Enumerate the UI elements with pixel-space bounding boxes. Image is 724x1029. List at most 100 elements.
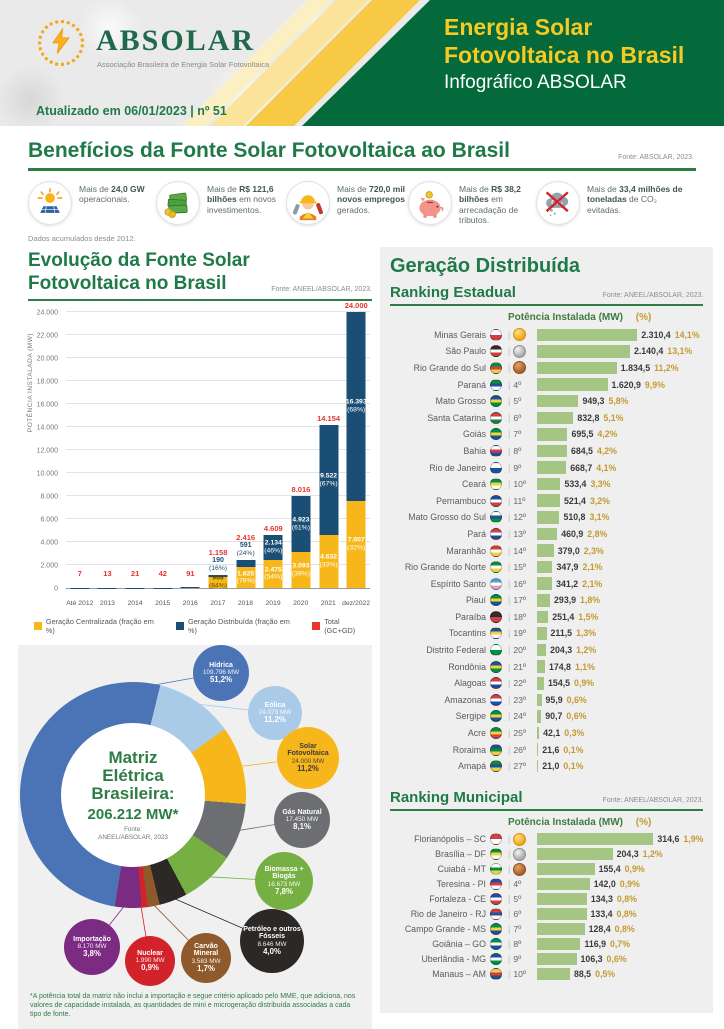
- rank-separator: |: [508, 413, 510, 423]
- rank-value: 42,1: [543, 728, 560, 738]
- rank-number: 9º: [513, 463, 537, 473]
- divider: [28, 168, 696, 171]
- logo-wordmark: ABSOLAR: [96, 24, 255, 58]
- rank-name: Campo Grande - MS: [390, 924, 486, 934]
- rank-value: 21,0: [542, 761, 559, 771]
- rank-bar: [537, 710, 541, 723]
- rank-number: 5º: [513, 894, 537, 904]
- gd-segment: 16.393(68%): [347, 312, 366, 501]
- estadual-column-header: Potência Instalada (MW) (%): [390, 312, 703, 323]
- y-tick-label: 16.000: [37, 402, 58, 409]
- medal-bronze-icon: [513, 361, 526, 374]
- x-tick-label: 2016: [176, 600, 204, 607]
- bubble-pct: 4,0%: [263, 948, 281, 957]
- gc-segment: 1.825(76%): [236, 567, 255, 588]
- col-pct: (%): [636, 312, 652, 323]
- rank-name: Manaus – AM: [390, 969, 486, 979]
- rank-bar: [537, 329, 637, 342]
- flag-icon: [490, 528, 502, 540]
- flag-icon: [490, 561, 502, 573]
- y-tick-label: 0: [54, 586, 58, 593]
- x-tick-label: 2013: [94, 600, 122, 607]
- bubble-pct: 8,1%: [293, 823, 311, 832]
- flag-icon: [490, 627, 502, 639]
- rank-separator: |: [508, 479, 510, 489]
- bubble-pct: 11,2%: [264, 716, 286, 725]
- rank-bar: [537, 644, 546, 657]
- rank-pct: 3,3%: [590, 479, 610, 489]
- flag-icon: [490, 345, 502, 357]
- rank-value: 116,9: [584, 939, 606, 949]
- rank-number: 12º: [513, 512, 537, 522]
- rank-number: [513, 863, 537, 876]
- bar-segment-label: 968(84%): [201, 575, 235, 590]
- rank-pct: 1,9%: [683, 834, 703, 844]
- bar-segment-label: 4.632(33%): [312, 554, 346, 569]
- rank-separator: |: [508, 645, 510, 655]
- flag-icon: [490, 395, 502, 407]
- rank-number: [513, 848, 537, 861]
- rank-name: Bahia: [390, 446, 486, 456]
- rank-value: 832,8: [577, 413, 599, 423]
- rank-bar: [537, 694, 541, 707]
- rank-value: 174,8: [549, 662, 571, 672]
- y-tick-label: 24.000: [37, 310, 58, 317]
- rank-separator: |: [508, 346, 510, 356]
- rank-name: Roraima: [390, 745, 486, 755]
- flag-icon: [490, 362, 502, 374]
- worker-icon: [286, 181, 330, 225]
- rank-pct: 0,8%: [617, 909, 637, 919]
- main-content: Evolução da Fonte Solar Fotovoltaica no …: [0, 243, 724, 1029]
- bubble-mw: 16.673 MW: [268, 881, 301, 888]
- medal-gold-icon: [513, 328, 526, 341]
- rank-number: 9º: [513, 954, 537, 964]
- stacked-bar: 16.393(68%)7.607(32%): [347, 312, 366, 588]
- main-title-line1: Energia Solar: [444, 13, 724, 41]
- flag-icon: [490, 953, 502, 965]
- bar-group-2020: 4.923(61%)3.093(39%)8.016: [287, 313, 315, 588]
- flag-icon: [490, 893, 502, 905]
- rank-value: 533,4: [564, 479, 586, 489]
- legend-swatch: [34, 622, 42, 630]
- rank-number: 25º: [513, 728, 537, 738]
- rank-separator: |: [508, 529, 510, 539]
- rank-name: Santa Catarina: [390, 413, 486, 423]
- flag-icon: [490, 478, 502, 490]
- rank-number: 4º: [513, 879, 537, 889]
- rank-pct: 5,8%: [608, 396, 628, 406]
- rank-separator: |: [508, 546, 510, 556]
- rank-pct: 1,2%: [643, 849, 663, 859]
- rank-value: 2.140,4: [634, 346, 663, 356]
- rank-value: 379,0: [558, 546, 580, 556]
- rank-bar: [537, 478, 560, 491]
- benefit-item: Mais de R$ 121,6 bilhões em novos invest…: [156, 181, 286, 226]
- x-tick-label: dez/2022: [342, 600, 370, 607]
- bubble-pct: 1,7%: [197, 965, 215, 974]
- rank-bar: [537, 428, 567, 441]
- rank-name: Amazonas: [390, 695, 486, 705]
- rank-pct: 0,9%: [620, 879, 640, 889]
- rank-number: 24º: [513, 711, 537, 721]
- rank-name: Teresina - PI: [390, 879, 486, 889]
- rank-name: Sergipe: [390, 711, 486, 721]
- rank-number: [513, 361, 537, 374]
- rank-pct: 2,8%: [587, 529, 607, 539]
- bar-group-Até 2012: 7: [66, 313, 94, 588]
- rank-value: 1.620,9: [612, 380, 641, 390]
- benefit-item: Mais de 24,0 GW operacionais.: [28, 181, 156, 226]
- bar-group-2014: 21: [121, 313, 149, 588]
